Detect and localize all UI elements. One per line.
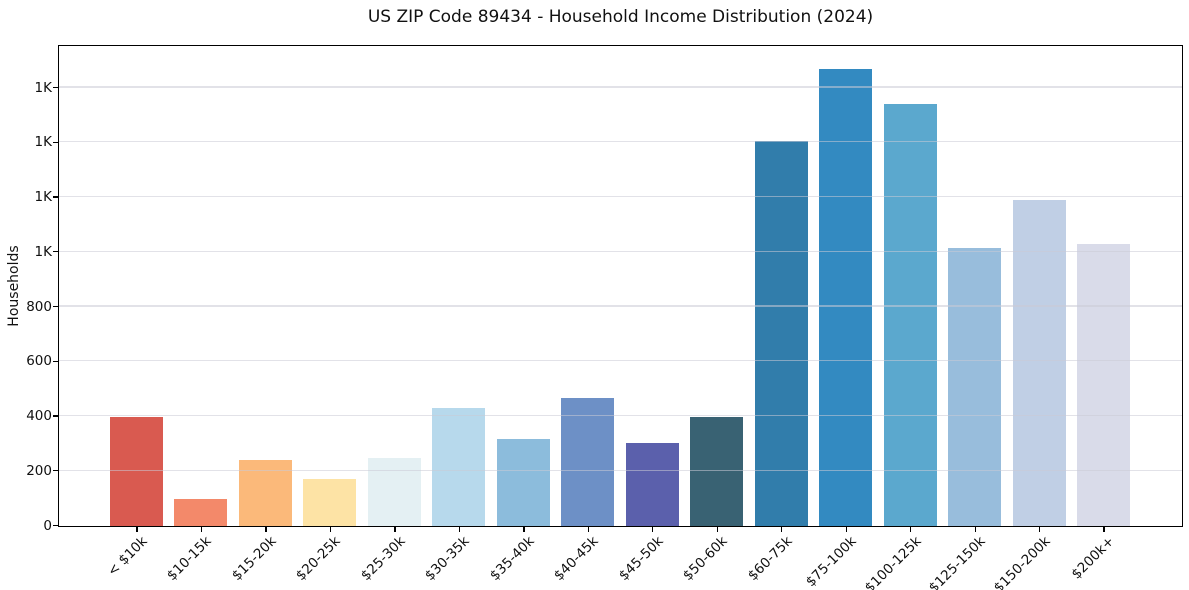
gridline xyxy=(59,469,1182,471)
y-tick-label: 0 xyxy=(43,517,52,534)
bar xyxy=(303,478,357,526)
x-tick-mark xyxy=(394,527,396,532)
x-tick-mark xyxy=(652,527,654,532)
gridline xyxy=(59,414,1182,417)
bar xyxy=(754,141,808,526)
y-tick-mark xyxy=(53,305,58,308)
x-tick-mark xyxy=(1103,527,1105,532)
x-tick-mark xyxy=(845,527,847,532)
x-tick-mark xyxy=(716,527,718,532)
y-tick-label: 1K xyxy=(34,243,52,260)
x-tick-mark xyxy=(910,527,912,532)
y-tick-label: 1K xyxy=(34,79,52,96)
y-tick-mark xyxy=(53,415,58,417)
gridline xyxy=(59,86,1182,88)
y-tick-label: 800 xyxy=(26,298,52,315)
y-tick-label: 600 xyxy=(26,353,52,370)
y-tick-mark xyxy=(53,360,58,362)
chart-title: US ZIP Code 89434 - Household Income Dis… xyxy=(367,7,874,27)
gridline xyxy=(59,360,1182,362)
x-tick-mark xyxy=(136,527,138,532)
bar xyxy=(174,498,228,526)
gridline xyxy=(59,250,1182,252)
x-tick-mark xyxy=(200,527,203,532)
x-tick-mark xyxy=(458,527,461,532)
bar xyxy=(432,408,486,526)
bar xyxy=(1077,244,1131,526)
bar xyxy=(561,398,615,526)
x-tick-mark xyxy=(329,527,332,532)
bar xyxy=(819,68,873,526)
y-tick-mark xyxy=(53,251,58,253)
x-tick-label: < $10k xyxy=(104,533,151,580)
gridline xyxy=(59,305,1182,307)
bar xyxy=(625,443,679,526)
bar xyxy=(238,460,292,526)
y-tick-mark xyxy=(53,196,58,198)
gridline xyxy=(59,141,1182,143)
y-tick-label: 1K xyxy=(34,189,52,206)
bar xyxy=(690,417,744,526)
y-tick-label: 200 xyxy=(26,462,52,479)
bar xyxy=(367,458,421,526)
gridline xyxy=(59,195,1182,198)
plot-area xyxy=(58,45,1183,527)
x-tick-mark xyxy=(1038,527,1041,532)
y-tick-mark xyxy=(53,86,58,89)
bar xyxy=(883,104,937,526)
y-tick-mark xyxy=(53,141,58,143)
bar xyxy=(496,438,550,526)
bar xyxy=(1012,200,1066,526)
x-tick-mark xyxy=(974,527,976,532)
x-tick-mark xyxy=(587,527,589,532)
x-tick-mark xyxy=(523,527,525,532)
x-tick-mark xyxy=(781,527,783,532)
x-tick-mark xyxy=(265,527,267,532)
y-tick-mark xyxy=(53,470,58,472)
y-tick-mark xyxy=(53,524,58,527)
y-tick-label: 400 xyxy=(26,408,52,424)
y-tick-label: 1K xyxy=(34,134,52,151)
bar xyxy=(948,248,1002,526)
bar xyxy=(110,417,163,526)
